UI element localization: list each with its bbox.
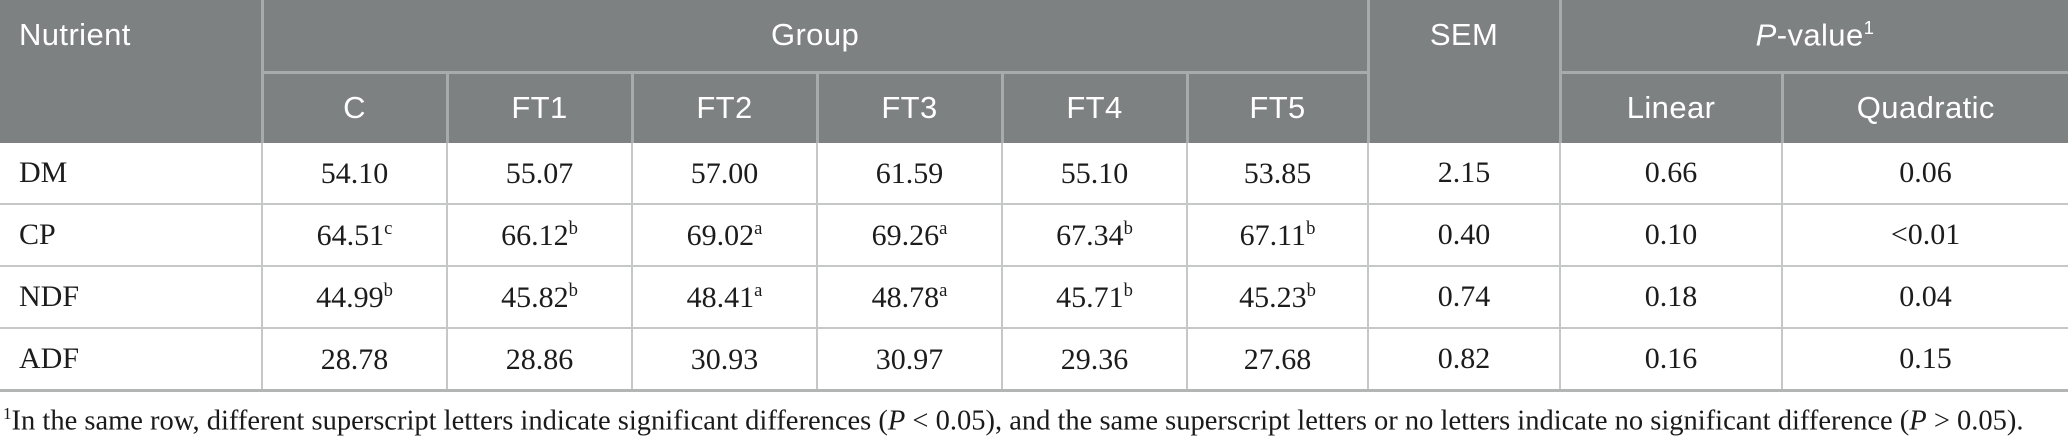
cell-value: 28.78 — [261, 328, 448, 392]
cell-sem: 0.40 — [1367, 204, 1562, 267]
cell-value: 45.71b — [1001, 266, 1188, 329]
cell-value: 64.51c — [261, 204, 448, 267]
cell-value: 27.68 — [1185, 328, 1370, 392]
col-header-ft3: FT3 — [815, 70, 1004, 143]
cell-quadratic: 0.04 — [1781, 266, 2068, 329]
col-header-ft1: FT1 — [445, 70, 634, 143]
cell-sem: 2.15 — [1367, 143, 1562, 205]
cell-value: 55.10 — [1001, 143, 1188, 205]
cell-value: 48.41a — [631, 266, 818, 329]
col-header-nutrient: Nutrient — [0, 0, 264, 143]
cell-value: 55.07 — [446, 143, 633, 205]
cell-value: 48.78a — [816, 266, 1003, 329]
header-row-1: Nutrient Group SEM P-value1 — [0, 0, 2068, 143]
cell-quadratic: 0.06 — [1781, 143, 2068, 205]
table-row-cp: CP 64.51c 66.12b 69.02a 69.26a 67.34b 67… — [0, 204, 2068, 267]
col-header-group: Group — [260, 0, 1370, 72]
cell-linear: 0.66 — [1559, 143, 1784, 205]
table-header: Nutrient Group SEM P-value1 C FT1 FT2 FT… — [0, 0, 2068, 143]
col-header-quadratic: Quadratic — [1780, 70, 2068, 143]
cell-sem: 0.82 — [1367, 328, 1562, 392]
col-header-ft2: FT2 — [630, 70, 819, 143]
footnote-marker: 1 — [3, 404, 12, 423]
cell-value: 44.99b — [261, 266, 448, 329]
row-label: ADF — [0, 328, 263, 392]
cell-value: 29.36 — [1001, 328, 1188, 392]
cell-value: 67.34b — [1001, 204, 1188, 267]
cell-value: 30.93 — [631, 328, 818, 392]
table-row-ndf: NDF 44.99b 45.82b 48.41a 48.78a 45.71b 4… — [0, 266, 2068, 329]
cell-value: 66.12b — [446, 204, 633, 267]
cell-linear: 0.10 — [1559, 204, 1784, 267]
cell-quadratic: <0.01 — [1781, 204, 2068, 267]
cell-value: 54.10 — [261, 143, 448, 205]
table-body: DM 54.10 55.07 57.00 61.59 55.10 53.85 2… — [0, 143, 2068, 392]
cell-linear: 0.18 — [1559, 266, 1784, 329]
table-footnote: 1In the same row, different superscript … — [3, 404, 2024, 437]
cell-value: 45.82b — [446, 266, 633, 329]
cell-value: 57.00 — [631, 143, 818, 205]
col-header-sem: SEM — [1366, 0, 1562, 143]
cell-value: 53.85 — [1185, 143, 1370, 205]
col-header-ft5: FT5 — [1185, 70, 1370, 143]
col-header-ft4: FT4 — [1000, 70, 1189, 143]
cell-linear: 0.16 — [1559, 328, 1784, 392]
cell-value: 61.59 — [816, 143, 1003, 205]
row-label: NDF — [0, 266, 263, 329]
cell-value: 45.23b — [1185, 266, 1370, 329]
cell-value: 69.02a — [631, 204, 818, 267]
cell-quadratic: 0.15 — [1781, 328, 2068, 392]
row-label: CP — [0, 204, 263, 267]
cell-sem: 0.74 — [1367, 266, 1562, 329]
table-row-adf: ADF 28.78 28.86 30.93 30.97 29.36 27.68 … — [0, 328, 2068, 392]
col-header-c: C — [262, 70, 449, 143]
header-row-2: C FT1 FT2 FT3 FT4 FT5 Linear Quadratic — [0, 70, 2068, 143]
cell-value: 28.86 — [446, 328, 633, 392]
pvalue-footnote-marker: 1 — [1863, 17, 1874, 39]
col-header-linear: Linear — [1558, 70, 1784, 143]
table-row-dm: DM 54.10 55.07 57.00 61.59 55.10 53.85 2… — [0, 143, 2068, 205]
nutrient-digestibility-table: Nutrient Group SEM P-value1 C FT1 FT2 FT… — [0, 0, 2068, 392]
cell-value: 67.11b — [1185, 204, 1370, 267]
row-label: DM — [0, 143, 263, 205]
cell-value: 30.97 — [816, 328, 1003, 392]
cell-value: 69.26a — [816, 204, 1003, 267]
col-header-pvalue: P-value1 — [1558, 0, 2068, 72]
